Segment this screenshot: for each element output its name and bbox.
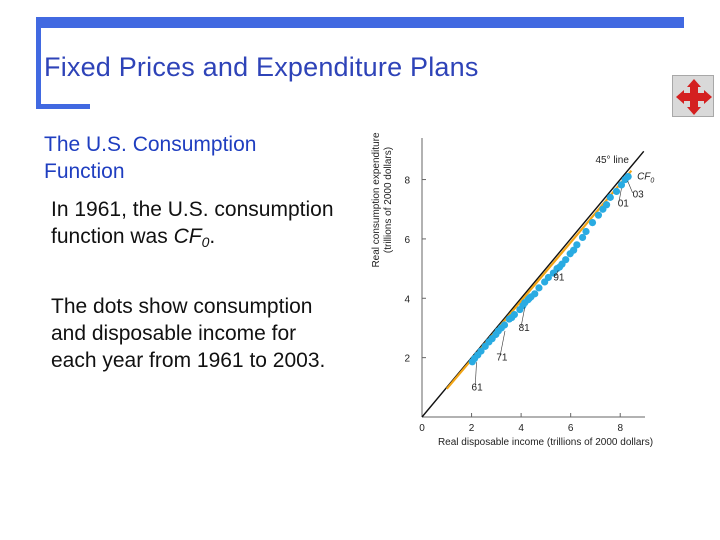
x-tick-label: 8 [617, 423, 623, 434]
cf0-label: CF0 [637, 172, 654, 185]
four-way-arrows-icon [676, 79, 712, 115]
consumption-function-chart: 0 2 4 6 8 2 4 6 8 Real disposable income (trilli… [371, 132, 654, 448]
section-heading: The U.S. Consumption Function [44, 133, 257, 183]
data-point [573, 241, 581, 249]
year-label: 03 [633, 189, 645, 200]
chart-lines [421, 150, 645, 418]
data-point [588, 218, 597, 227]
year-leader-line [499, 330, 506, 357]
year-leader-line [520, 307, 526, 327]
line-45-label: 45° line [595, 155, 629, 166]
paragraph-text: In 1961, the U.S. consumption function w… [51, 198, 334, 248]
y-tick-label: 4 [404, 294, 410, 305]
slide-title: Fixed Prices and Expenditure Plans [44, 52, 479, 82]
navigation-button[interactable] [672, 75, 714, 117]
data-point [562, 256, 570, 264]
year-leader-line [618, 188, 622, 202]
data-point [531, 290, 539, 298]
y-axis-label-line2: (trillions of 2000 dollars) [383, 147, 394, 253]
year-leader-line [555, 269, 559, 277]
data-point [570, 246, 578, 254]
data-point [578, 233, 587, 242]
x-tick-label: 0 [419, 423, 425, 434]
data-point [617, 181, 626, 189]
y-axis-label-line1: Real consumption expenditure [371, 132, 382, 268]
year-leader-line [627, 180, 633, 194]
frame-top-bar [36, 17, 684, 28]
data-point [624, 172, 632, 181]
year-label: 71 [496, 353, 508, 364]
year-label: 01 [618, 198, 630, 209]
data-point [612, 187, 621, 196]
cf-variable: CF0 [173, 225, 210, 250]
cf0-label-subscript: 0 [650, 178, 654, 185]
y-tick-label: 6 [404, 235, 410, 246]
data-point [606, 193, 614, 201]
y-tick-label: 2 [404, 354, 410, 365]
chart-axes: 0 2 4 6 8 2 4 6 8 [404, 138, 645, 434]
frame-left-bar [36, 17, 41, 109]
frame-bottom-bar [36, 104, 90, 109]
chart-dots [468, 172, 632, 366]
x-tick-label: 2 [469, 423, 475, 434]
x-tick-label: 4 [518, 423, 524, 434]
data-point [510, 311, 519, 319]
year-label: 91 [553, 272, 565, 283]
year-leader-line [474, 362, 477, 386]
data-point [477, 347, 485, 355]
data-point [594, 211, 603, 219]
y-tick-label: 8 [404, 176, 410, 187]
data-point [544, 273, 552, 282]
x-axis-label: Real disposable income (trillions of 200… [438, 437, 653, 448]
paragraph-consumption-function: In 1961, the U.S. consumption function w… [51, 198, 334, 250]
data-point [535, 284, 543, 292]
paragraph-dots-explanation: The dots show consumption and disposable… [51, 295, 326, 372]
data-point [500, 321, 509, 329]
chart-labels: Real disposable income (trillions of 200… [371, 132, 654, 448]
year-label: 61 [472, 382, 484, 393]
year-label: 81 [519, 323, 531, 334]
data-point [602, 201, 611, 209]
data-point [582, 227, 590, 236]
x-tick-label: 6 [568, 423, 574, 434]
